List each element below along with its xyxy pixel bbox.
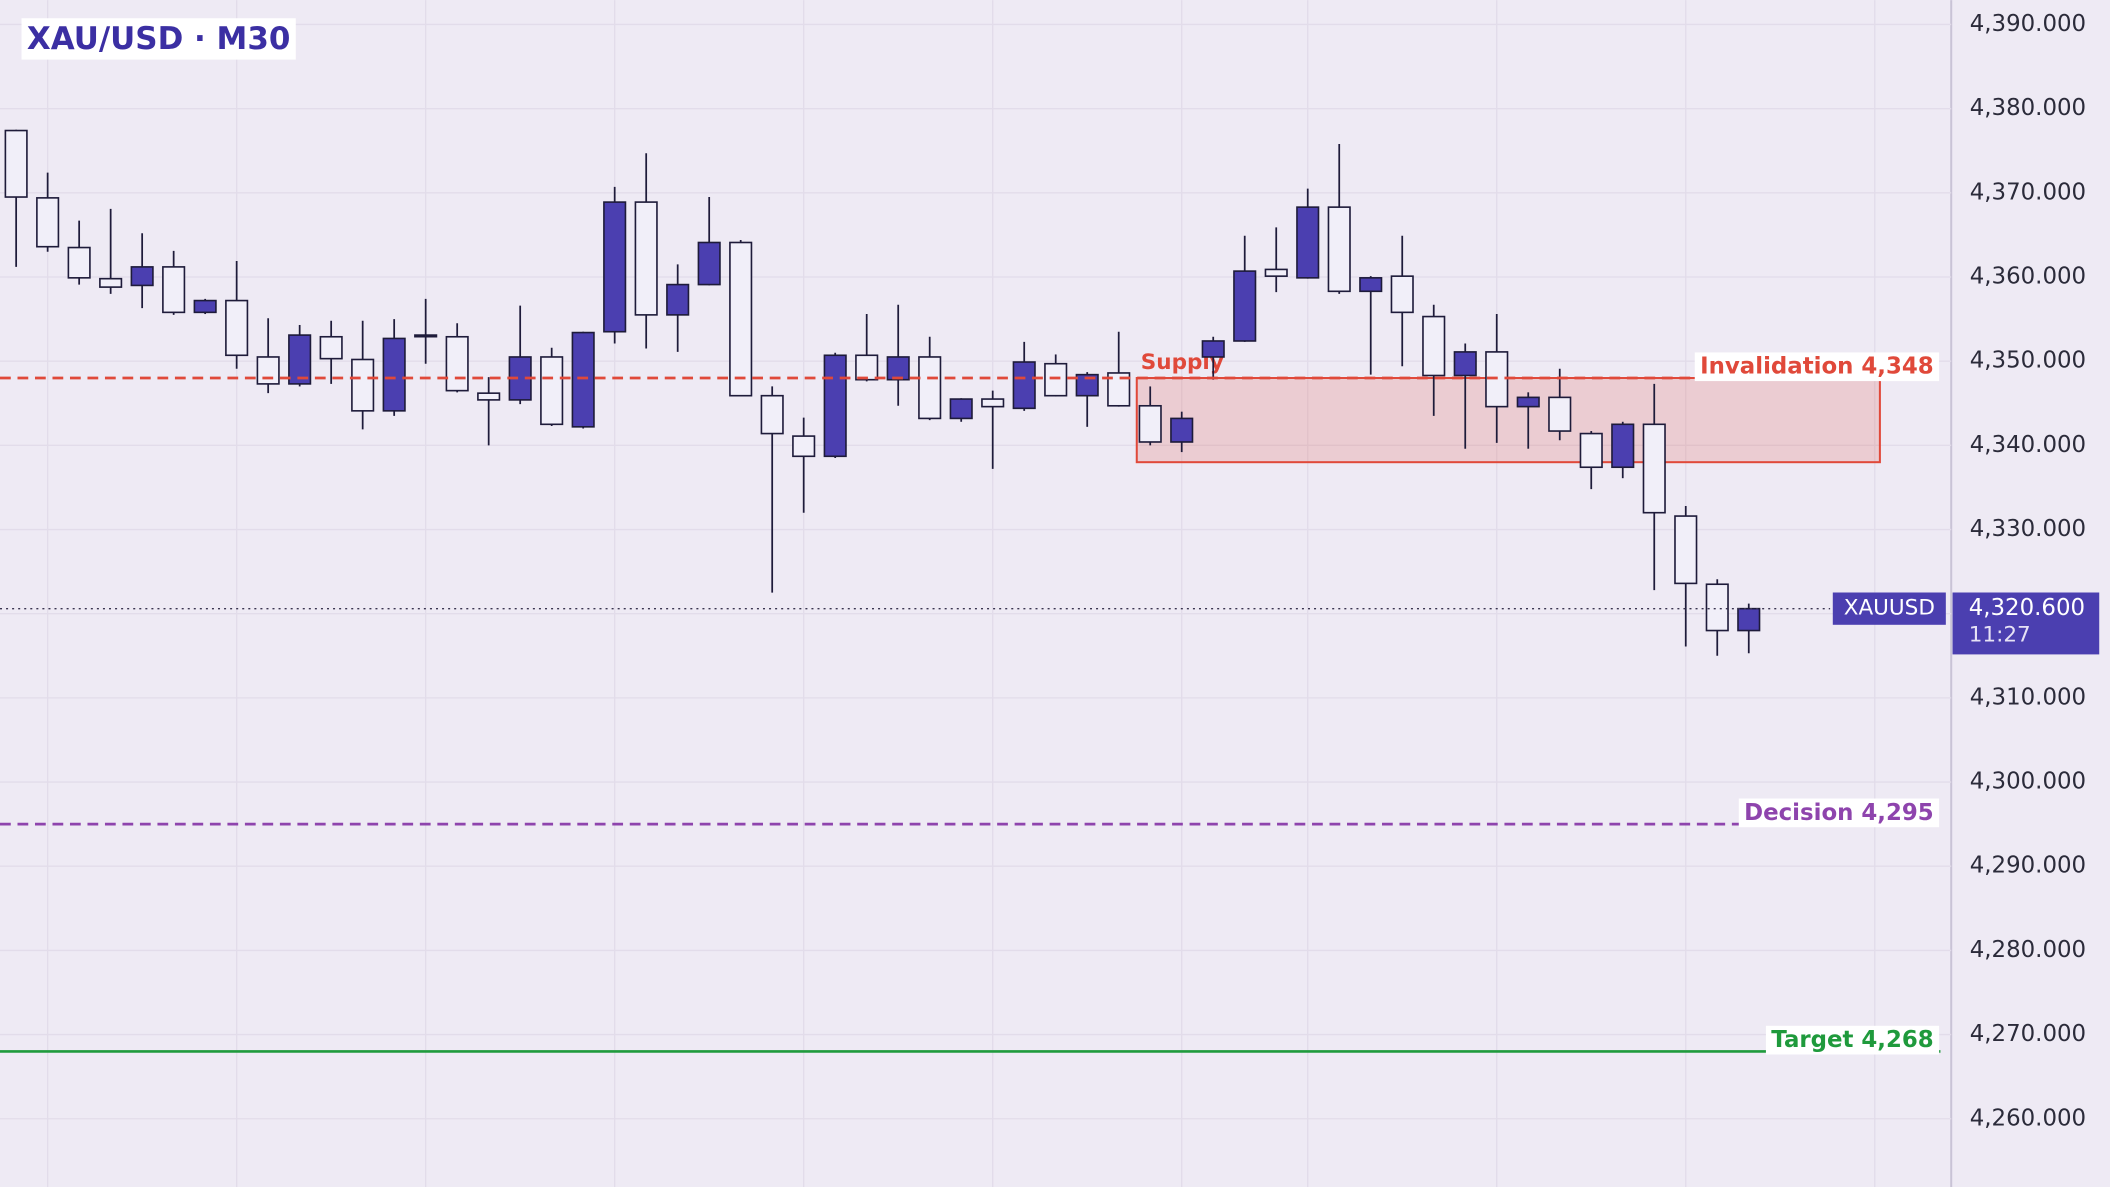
candle-body <box>760 394 784 435</box>
candle-body <box>1642 423 1666 514</box>
candle-body <box>1453 351 1477 377</box>
y-tick-label: 4,350.000 <box>1970 348 2086 374</box>
candle-body <box>540 356 564 426</box>
y-tick-label: 4,260.000 <box>1970 1105 2086 1131</box>
candle-body <box>666 283 690 316</box>
candle-body <box>1170 417 1194 443</box>
countdown-label: 11:27 <box>1969 623 2031 648</box>
candle-body <box>1138 404 1162 443</box>
candle-body <box>1044 362 1068 397</box>
candle-body <box>256 356 280 385</box>
candle-body <box>603 201 627 333</box>
symbol-badge <box>1832 592 1946 625</box>
candle-body <box>99 277 123 288</box>
candle-body <box>225 299 249 357</box>
symbol-label: XAUUSD <box>1844 596 1935 621</box>
candle-body <box>1296 206 1320 279</box>
label-background <box>1738 798 1940 828</box>
y-tick-label: 4,390.000 <box>1970 11 2086 37</box>
candle-body <box>130 266 154 287</box>
candle-body <box>697 241 721 286</box>
candle-body <box>1579 432 1603 469</box>
label-background <box>21 18 296 60</box>
candle-body <box>1737 607 1761 632</box>
candle-body <box>918 356 942 420</box>
y-tick-label: 4,280.000 <box>1970 937 2086 963</box>
candle-body <box>414 334 438 338</box>
candle-body <box>162 266 186 314</box>
candle-body <box>36 197 60 248</box>
chart-title: XAU/USD · M30 <box>27 21 290 57</box>
last-price-label: 4,320.600 <box>1969 595 2085 621</box>
level-label: Invalidation 4,348 <box>1700 354 1934 380</box>
y-tick-label: 4,340.000 <box>1970 432 2086 458</box>
candle-body <box>1233 270 1257 342</box>
vertical-grid <box>46 0 1876 1187</box>
candle-body <box>477 392 501 401</box>
label-background <box>1765 1025 1940 1055</box>
candle-body <box>4 129 28 198</box>
candle-body <box>1548 396 1572 432</box>
candle-body <box>1516 396 1540 408</box>
candle-body <box>949 398 973 420</box>
candle-body <box>1359 277 1383 293</box>
candle-body <box>855 354 879 381</box>
candle-body <box>1201 340 1225 358</box>
candle-body <box>319 335 343 360</box>
candle-body <box>1611 423 1635 469</box>
candle-body <box>729 241 753 397</box>
y-tick-label: 4,330.000 <box>1970 516 2086 542</box>
supply-zone <box>1135 377 1881 464</box>
candle-body <box>67 246 91 279</box>
y-tick-label: 4,360.000 <box>1970 264 2086 290</box>
y-tick-label: 4,370.000 <box>1970 179 2086 205</box>
candle-body <box>823 354 847 458</box>
candle-body <box>1705 583 1729 632</box>
candle-body <box>1075 373 1099 397</box>
candle-body <box>351 358 375 412</box>
level-label: Decision 4,295 <box>1744 800 1934 826</box>
candle-body <box>634 201 658 316</box>
candle-body <box>288 334 312 385</box>
candle-body <box>1012 361 1036 410</box>
y-tick-label: 4,290.000 <box>1970 853 2086 879</box>
candle-body <box>1327 206 1351 293</box>
candle-body <box>193 299 217 314</box>
candle-body <box>382 337 406 412</box>
candle-body <box>1390 275 1414 314</box>
candle-body <box>1264 268 1288 277</box>
level-label: Target 4,268 <box>1771 1027 1933 1053</box>
y-tick-label: 4,270.000 <box>1970 1021 2086 1047</box>
candle-body <box>571 331 595 428</box>
y-tick-label: 4,300.000 <box>1970 769 2086 795</box>
label-background <box>1694 352 1940 382</box>
y-tick-label: 4,380.000 <box>1970 95 2086 121</box>
candle-body <box>445 335 469 392</box>
candle-body <box>792 435 816 458</box>
price-badge <box>1952 592 2100 655</box>
candle-body <box>981 398 1005 408</box>
candle-body <box>1422 315 1446 377</box>
candle-body <box>886 356 910 381</box>
candle-body <box>1674 515 1698 585</box>
candle-body <box>1107 372 1131 407</box>
y-tick-label: 4,310.000 <box>1970 684 2086 710</box>
